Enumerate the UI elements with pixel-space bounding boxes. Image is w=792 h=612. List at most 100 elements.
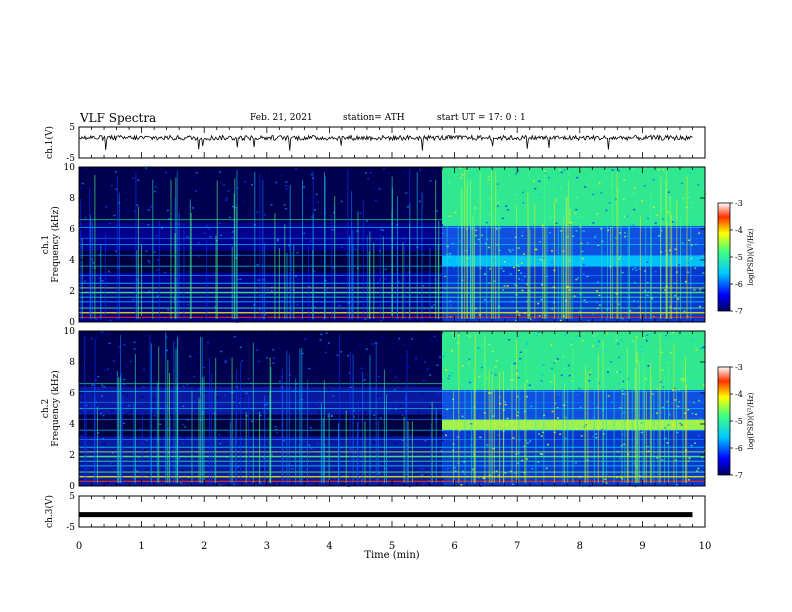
spectrogram-vertical-streak bbox=[176, 170, 178, 319]
spectrogram-noise-speck bbox=[233, 452, 236, 455]
spectrogram-vertical-streak bbox=[535, 384, 537, 483]
spectrogram-noise-speck bbox=[496, 183, 499, 185]
spectrogram-noise-speck bbox=[583, 299, 586, 302]
spectrogram-noise-speck bbox=[461, 365, 464, 367]
spectrogram-noise-speck bbox=[337, 244, 340, 247]
spectrogram-noise-speck bbox=[654, 222, 657, 224]
spectrogram-noise-speck bbox=[371, 258, 374, 261]
spectrogram-noise-speck bbox=[681, 242, 684, 244]
spectrogram-noise-speck bbox=[409, 435, 412, 437]
spectrogram-noise-speck bbox=[424, 339, 427, 342]
spectrogram-noise-speck bbox=[676, 198, 679, 200]
spectrogram-noise-speck bbox=[379, 356, 382, 359]
spectrogram-vertical-streak bbox=[289, 184, 291, 319]
spectrogram-noise-speck bbox=[448, 215, 451, 217]
spectrogram-noise-speck bbox=[309, 427, 312, 429]
spectrogram-noise-speck bbox=[316, 442, 319, 445]
spectrogram-noise-speck bbox=[615, 335, 618, 337]
spectrogram-noise-speck bbox=[157, 383, 160, 386]
spectrogram-noise-speck bbox=[475, 234, 478, 237]
spectrogram-noise-speck bbox=[687, 479, 690, 481]
spectrogram-noise-speck bbox=[340, 302, 343, 305]
spectrogram-noise-speck bbox=[422, 253, 425, 256]
spectrogram-noise-speck bbox=[425, 270, 428, 273]
spectrogram-noise-speck bbox=[499, 396, 502, 399]
spectrogram-noise-speck bbox=[598, 340, 600, 343]
spectrogram-noise-speck bbox=[127, 310, 130, 312]
spectrogram-noise-speck bbox=[423, 361, 426, 363]
spectrogram-noise-speck bbox=[618, 371, 621, 373]
spectrogram-vertical-streak bbox=[383, 369, 385, 483]
spectrogram-noise-speck bbox=[324, 441, 327, 444]
spectrogram-noise-speck bbox=[154, 477, 157, 479]
spectrogram-vertical-streak bbox=[382, 236, 384, 319]
spectrogram-noise-speck bbox=[571, 175, 574, 177]
spectrogram-noise-speck bbox=[110, 184, 113, 187]
spectrogram-noise-speck bbox=[384, 268, 387, 271]
spectrogram-noise-speck bbox=[516, 373, 519, 375]
spectrogram-noise-speck bbox=[318, 410, 320, 413]
spectrogram-noise-speck bbox=[407, 271, 410, 273]
spectrogram-noise-speck bbox=[422, 482, 425, 484]
spectrogram-vertical-streak bbox=[307, 379, 308, 483]
spectrogram-noise-speck bbox=[198, 313, 201, 315]
spectrogram-noise-speck bbox=[503, 285, 506, 287]
spectrogram-noise-speck bbox=[220, 234, 222, 237]
spectrogram-noise-speck bbox=[365, 348, 368, 350]
spectrogram-noise-speck bbox=[575, 335, 578, 338]
spectrogram-noise-speck bbox=[123, 367, 126, 370]
spectrogram-noise-speck bbox=[521, 341, 523, 343]
spectrogram-vertical-streak bbox=[334, 196, 336, 319]
spectrogram-noise-speck bbox=[358, 372, 361, 374]
spectrogram-noise-speck bbox=[295, 234, 298, 236]
spectrogram-noise-speck bbox=[110, 462, 113, 465]
spectrogram-noise-speck bbox=[123, 422, 126, 424]
spectrogram-noise-speck bbox=[229, 372, 232, 374]
spectrogram-noise-speck bbox=[441, 478, 444, 480]
spectrogram-vertical-streak bbox=[457, 224, 459, 319]
spectrogram-noise-speck bbox=[667, 191, 670, 193]
spectrogram-vertical-streak bbox=[471, 167, 473, 319]
spectrogram-noise-speck bbox=[633, 208, 636, 211]
spectrogram-noise-speck bbox=[123, 344, 126, 346]
spectrogram-noise-speck bbox=[514, 173, 517, 175]
spectrogram-noise-speck bbox=[430, 194, 433, 196]
spectrogram-noise-speck bbox=[569, 318, 572, 321]
spectrogram-noise-speck bbox=[164, 270, 167, 273]
spectrogram-noise-speck bbox=[280, 238, 283, 240]
spectrogram-noise-speck bbox=[376, 201, 379, 204]
y-tick-label: 10 bbox=[64, 327, 76, 337]
spectrogram-noise-speck bbox=[516, 264, 519, 266]
spectrogram-noise-speck bbox=[86, 167, 89, 169]
spectrogram-noise-speck bbox=[217, 396, 219, 399]
spectrogram-noise-speck bbox=[520, 262, 523, 264]
spectrogram-noise-speck bbox=[153, 251, 156, 253]
spectrogram-noise-speck bbox=[241, 395, 244, 397]
spectrogram-noise-speck bbox=[655, 214, 658, 217]
spectrogram-noise-speck bbox=[491, 369, 494, 371]
spectrogram-noise-speck bbox=[350, 375, 353, 378]
spectrogram-vertical-streak bbox=[564, 168, 566, 319]
spectrogram-noise-speck bbox=[568, 289, 571, 291]
spectrogram-noise-speck bbox=[330, 365, 333, 367]
spectrogram-mid-dark-band bbox=[79, 414, 443, 437]
spectrogram-vertical-streak bbox=[293, 245, 295, 319]
spectrogram-vertical-streak bbox=[299, 348, 301, 483]
spectrogram-noise-speck bbox=[477, 238, 480, 241]
spectrogram-noise-speck bbox=[652, 180, 655, 183]
spectrogram-vertical-streak bbox=[116, 176, 118, 319]
spectrogram-noise-speck bbox=[646, 261, 649, 263]
spectrogram-noise-speck bbox=[329, 275, 332, 277]
spectrogram-noise-speck bbox=[187, 303, 190, 306]
spectrogram-noise-speck bbox=[135, 411, 138, 414]
spectrogram-vertical-streak bbox=[636, 362, 638, 483]
spectrogram-noise-speck bbox=[559, 186, 562, 189]
spectrogram-vertical-streak bbox=[676, 200, 678, 319]
spectrogram-noise-speck bbox=[665, 334, 668, 337]
spectrogram-noise-speck bbox=[187, 457, 190, 459]
spectrogram-noise-speck bbox=[84, 280, 87, 282]
spectrogram-noise-speck bbox=[155, 234, 158, 237]
spectrogram-noise-speck bbox=[239, 271, 242, 274]
spectrogram-noise-speck bbox=[249, 212, 252, 215]
spectrogram-noise-speck bbox=[550, 381, 553, 383]
